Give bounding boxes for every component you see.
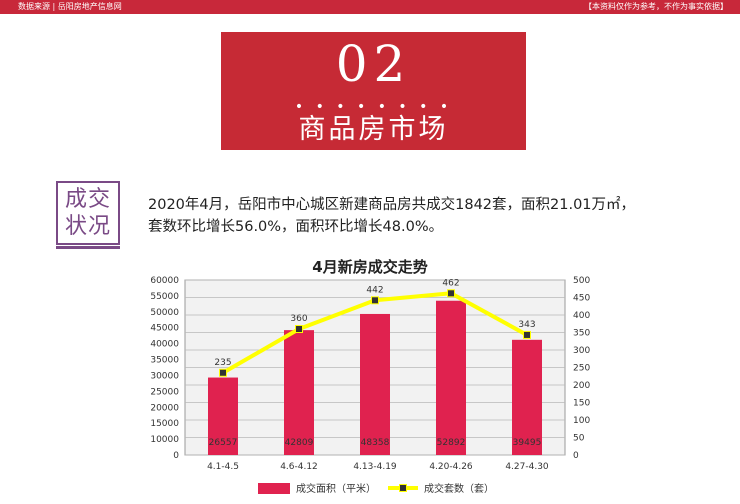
top-bar: 数据来源 | 岳阳房地产信息网 【本资料仅作为参考，不作为事实依据】 [0, 0, 740, 14]
disclaimer-label: 【本资料仅作为参考，不作为事实依据】 [584, 2, 728, 11]
summary-line-1: 2020年4月，岳阳市中心城区新建商品房共成交1842套，面积21.01万㎡， [148, 197, 636, 213]
x-tick-label: 4.20-4.26 [429, 462, 473, 472]
y-left-tick-label: 25000 [150, 387, 179, 397]
bar [284, 330, 314, 455]
y-right-tick-label: 400 [573, 311, 590, 321]
line-data-label: 462 [442, 278, 459, 288]
y-left-tick-label: 0 [173, 451, 179, 461]
y-right-tick-label: 100 [573, 416, 590, 426]
y-right-tick-label: 500 [573, 276, 590, 286]
line-data-label: 442 [366, 285, 383, 295]
y-right-tick-label: 300 [573, 346, 590, 356]
bar-data-label: 26557 [209, 438, 238, 448]
y-right-tick-label: 200 [573, 381, 590, 391]
bar [208, 377, 238, 455]
data-source-label: 数据来源 | 岳阳房地产信息网 [18, 2, 122, 11]
y-left-tick-label: 35000 [150, 356, 179, 366]
line-data-label: 343 [518, 320, 535, 330]
bar-data-label: 52892 [437, 438, 466, 448]
y-left-tick-label: 60000 [150, 276, 179, 286]
y-left-tick-label: 40000 [150, 340, 179, 350]
badge-line-2: 状况 [64, 214, 111, 239]
badge-underline [56, 246, 120, 249]
y-left-tick-label: 15000 [150, 419, 179, 429]
y-right-tick-label: 0 [573, 451, 579, 461]
section-number: 02 [335, 35, 412, 93]
x-tick-label: 4.1-4.5 [207, 462, 239, 472]
line-point [523, 330, 531, 339]
line-data-label: 360 [290, 314, 307, 324]
legend-bar-label: 成交面积（平米） [296, 482, 376, 495]
bar-data-label: 42809 [285, 438, 314, 448]
banner-divider-dots: • • • • • • • • [294, 99, 453, 115]
legend-line-label: 成交套数（套） [424, 482, 494, 495]
line-point [295, 325, 303, 333]
status-badge: 成交 状况 [56, 181, 120, 245]
bar [436, 300, 466, 455]
y-left-tick-label: 45000 [150, 324, 179, 334]
y-right-tick-label: 250 [573, 364, 590, 374]
line-point [371, 296, 379, 305]
y-left-tick-label: 30000 [150, 371, 179, 381]
badge-line-1: 成交 [64, 187, 111, 212]
bar-data-label: 39495 [513, 438, 542, 448]
section-banner: 02 • • • • • • • • 商品房市场 [221, 32, 526, 150]
y-left-tick-label: 50000 [150, 308, 179, 318]
y-left-tick-label: 20000 [150, 403, 179, 413]
y-right-tick-label: 450 [573, 294, 590, 304]
x-tick-label: 4.6-4.12 [280, 462, 318, 472]
line-data-label: 235 [214, 358, 231, 368]
x-tick-label: 4.13-4.19 [353, 462, 397, 472]
y-right-tick-label: 350 [573, 329, 590, 339]
y-right-tick-label: 150 [573, 399, 590, 409]
line-point [219, 368, 227, 377]
chart-title: 4月新房成交走势 [312, 258, 428, 276]
x-tick-label: 4.27-4.30 [505, 462, 549, 472]
summary-text: 2020年4月，岳阳市中心城区新建商品房共成交1842套，面积21.01万㎡， … [148, 194, 728, 238]
y-left-tick-label: 55000 [150, 292, 179, 302]
legend-bar-swatch [258, 483, 290, 494]
bar-data-label: 48358 [361, 438, 390, 448]
y-left-tick-label: 10000 [150, 435, 179, 445]
legend-line-marker [399, 484, 407, 492]
summary-line-2: 套数环比增长56.0%，面积环比增长48.0%。 [148, 219, 444, 235]
bar [360, 313, 390, 455]
line-point [447, 289, 455, 298]
bar [512, 339, 542, 455]
section-title: 商品房市场 [298, 114, 449, 145]
y-right-tick-label: 50 [573, 434, 585, 444]
